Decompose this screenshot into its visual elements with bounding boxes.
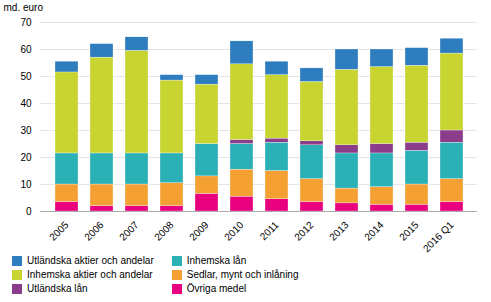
svg-text:2013: 2013	[327, 219, 351, 243]
html-text:Inhemska aktier och andelar: Inhemska aktier och andelar	[27, 269, 153, 280]
html-text:Utländska aktier och andelar: Utländska aktier och andelar	[27, 255, 154, 266]
svg-text:2007: 2007	[117, 219, 141, 243]
svg-text:30: 30	[20, 125, 32, 136]
svg-text:2014: 2014	[362, 219, 386, 243]
html-text:Inhemska lån: Inhemska lån	[186, 255, 247, 266]
html-text:Sedlar, mynt och inlåning: Sedlar, mynt och inlåning	[186, 269, 299, 280]
svg-text:10: 10	[20, 179, 32, 190]
svg-text:2005: 2005	[47, 219, 71, 243]
svg-text:60: 60	[20, 44, 32, 55]
svg-text:0: 0	[26, 206, 32, 217]
svg-text:50: 50	[20, 71, 32, 82]
svg-text:2006: 2006	[82, 219, 106, 243]
svg-text:2012: 2012	[292, 219, 316, 243]
svg-text:40: 40	[20, 98, 32, 109]
svg-text:md. euro: md. euro	[4, 2, 44, 13]
html-text:Utländska lån: Utländska lån	[27, 283, 88, 294]
svg-text:2011: 2011	[258, 219, 281, 242]
svg-text:2010: 2010	[222, 219, 246, 243]
svg-text:2015: 2015	[397, 219, 421, 243]
svg-text:70: 70	[20, 17, 32, 28]
svg-text:2016 Q1: 2016 Q1	[421, 219, 456, 253]
svg-text:2009: 2009	[187, 219, 211, 243]
svg-text:2008: 2008	[152, 219, 176, 243]
svg-text:20: 20	[20, 152, 32, 163]
html-text:Övriga medel: Övriga medel	[186, 283, 247, 294]
